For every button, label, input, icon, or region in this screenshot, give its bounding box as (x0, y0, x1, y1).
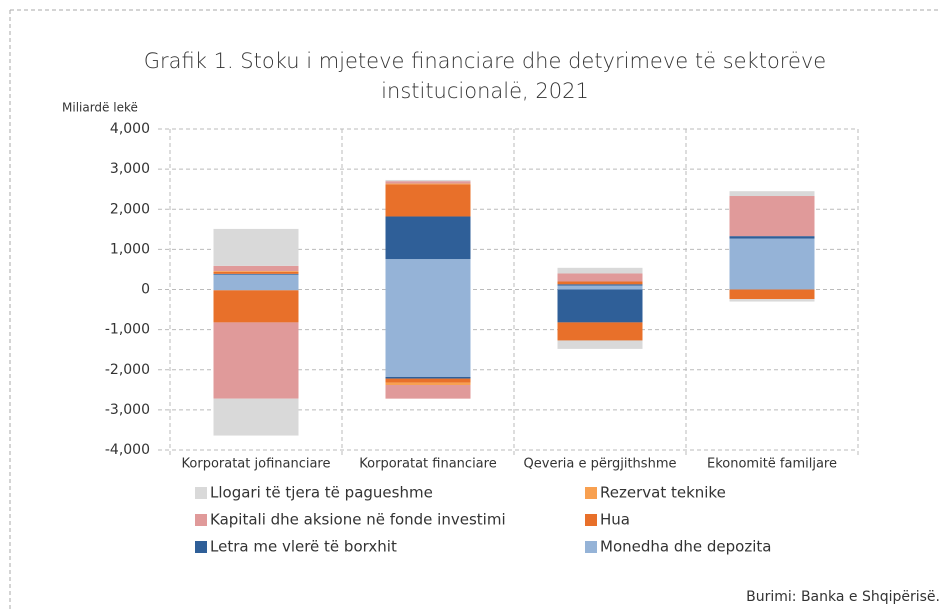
chart-title: Grafik 1. Stoku i mjeteve financiare dhe… (144, 49, 826, 103)
bar-segment (557, 267, 643, 274)
x-tick-label: Korporatat jofinanciare (182, 457, 331, 472)
y-tick-label: 0 (141, 282, 150, 298)
bar-segment (385, 289, 471, 377)
bar-segment (385, 181, 471, 184)
y-tick-label: 2,000 (110, 201, 150, 217)
bar-segment (385, 382, 471, 385)
legend-swatch (195, 514, 207, 526)
bar-segment (557, 284, 643, 286)
y-tick-label: -2,000 (105, 362, 150, 378)
bar-segment (385, 179, 471, 182)
bar-segment (385, 378, 471, 383)
bar-segment (213, 289, 299, 291)
y-axis-label: Miliardë lekë (62, 101, 138, 115)
bar-segment (557, 289, 643, 323)
bar-segment (213, 228, 299, 266)
x-tick-label: Qeveria e përgjithshme (524, 457, 677, 472)
frame (9, 9, 940, 612)
legend-label: Rezervat teknike (600, 484, 726, 502)
bar-segment (213, 265, 299, 272)
bar-segment (557, 281, 643, 285)
legend-label: Monedha dhe depozita (600, 538, 771, 556)
bar-segment (385, 216, 471, 260)
bar-segment (213, 274, 299, 290)
bar-segment (557, 340, 643, 349)
bar-segment (729, 196, 815, 237)
bar-segment (385, 259, 471, 290)
legend-label: Letra me vlerë të borxhit (210, 538, 397, 556)
y-tick-label: 4,000 (110, 121, 150, 137)
legend-label: Hua (600, 511, 630, 529)
bar-segment (213, 398, 299, 436)
x-tick-label: Ekonomitë familjare (707, 457, 837, 472)
bar-segment (213, 322, 299, 399)
y-tick-label: -3,000 (105, 402, 150, 418)
bar-segment (729, 236, 815, 239)
bar-segment (213, 290, 299, 323)
source: Burimi: Banka e Shqipërisë. (746, 589, 940, 605)
bar-segment (557, 322, 643, 341)
y-tick-label: 1,000 (110, 241, 150, 257)
bar-segment (385, 183, 471, 185)
y-tick-label: 3,000 (110, 161, 150, 177)
bar-segment (213, 271, 299, 272)
y-tick-label: -4,000 (105, 442, 150, 458)
bar-segment (213, 273, 299, 275)
bar-segment (385, 184, 471, 217)
bar-segment (729, 289, 815, 300)
legend-swatch (585, 487, 597, 499)
legend-swatch (585, 514, 597, 526)
bar-segment (557, 273, 643, 282)
bar-segment (729, 191, 815, 197)
bar-segment (385, 384, 471, 399)
bar-segment (213, 271, 299, 274)
bar-segment (385, 376, 471, 379)
legend-swatch (195, 541, 207, 553)
legend-label: Llogari të tjera të pagueshme (210, 484, 433, 502)
bar-segment (729, 299, 815, 302)
bar-segment (557, 285, 643, 290)
legend-swatch (585, 541, 597, 553)
bar-segment (729, 238, 815, 290)
legend-swatch (195, 487, 207, 499)
legend-label: Kapitali dhe aksione në fonde investimi (210, 511, 506, 529)
x-tick-label: Korporatat financiare (359, 457, 496, 472)
y-tick-label: -1,000 (105, 322, 150, 338)
